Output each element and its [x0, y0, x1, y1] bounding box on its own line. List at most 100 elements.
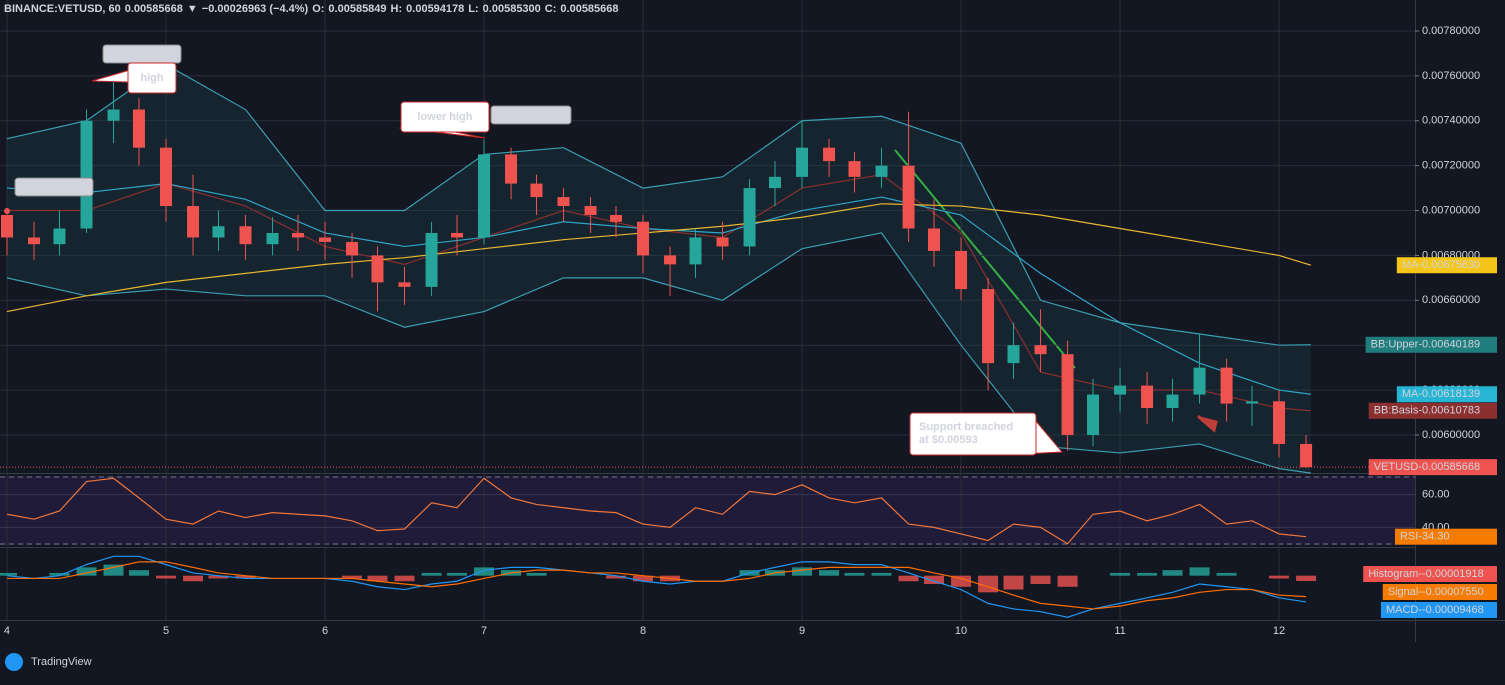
tag-value: 0.00610783: [1422, 405, 1480, 417]
logo-icon: [5, 653, 23, 671]
histogram-bar: [844, 572, 865, 576]
annotation-text: at $0.00593: [919, 434, 978, 446]
candle-body: [609, 215, 622, 222]
annotation-text: 0.00758137: [113, 48, 171, 60]
candle-body: [425, 232, 438, 287]
candle-body: [187, 206, 200, 238]
candle-body: [319, 237, 332, 242]
tag-bg: [1396, 257, 1497, 274]
candle-body: [53, 228, 66, 245]
bb-fill: [6, 64, 1311, 474]
histogram-bar: [367, 575, 388, 582]
tag-sep: -: [1418, 586, 1422, 598]
candle-body: [505, 154, 518, 184]
candle-body: [768, 176, 781, 189]
candle-body: [132, 109, 145, 148]
rsi-tick-label: 60.00: [1422, 489, 1450, 501]
price-tag: BB:Basis - 0.00610783: [1368, 402, 1497, 419]
candle-body: [637, 221, 650, 256]
candle-body: [689, 237, 702, 265]
candle-body: [371, 255, 384, 283]
candle-body: [796, 147, 809, 177]
candle-body: [902, 165, 915, 229]
y-tick-label: 0.00760000: [1422, 70, 1480, 82]
annotation-text: 0.00698804: [25, 181, 84, 193]
tag-value: 0.00675630: [1422, 259, 1480, 271]
header-text: ▼: [187, 3, 198, 15]
histogram-bar: [633, 575, 654, 582]
histogram-bar: [1057, 575, 1078, 587]
tag-sep: -: [1418, 461, 1422, 473]
overlay-line: [6, 173, 1311, 412]
price-tag: MACD - -0.00009468: [1380, 602, 1497, 618]
histogram-bar: [421, 572, 442, 576]
histogram-bar: [208, 575, 229, 579]
x-tick-label: 12: [1273, 625, 1285, 637]
candle-body: [1007, 345, 1020, 364]
x-tick-label: 4: [4, 625, 10, 637]
tag-bg: [1382, 584, 1497, 600]
price-tag: RSI - 34.30: [1394, 528, 1497, 545]
overlay-line: [6, 63, 1311, 346]
candle-body: [1087, 394, 1100, 435]
histogram-bar: [103, 564, 124, 576]
tag-value: 0.00618139: [1422, 388, 1480, 400]
candle-body: [1273, 401, 1286, 444]
tag-name: Histogram: [1368, 568, 1418, 580]
candle-body: [557, 197, 570, 207]
overlay-line: [6, 182, 1311, 395]
candle-body: [346, 241, 359, 256]
header-text: L:: [468, 3, 478, 15]
histogram-bar: [1110, 572, 1131, 576]
histogram-bar: [898, 575, 919, 582]
trend-line[interactable]: [894, 149, 1076, 369]
candle-body: [848, 161, 861, 177]
tag-sep: -: [1418, 339, 1422, 351]
tag-name: MA: [1402, 259, 1419, 271]
tag-bg: [1363, 566, 1497, 582]
annotation-box: [14, 177, 94, 197]
tag-name: BB:Upper: [1371, 339, 1419, 351]
header-text: 0.00585849: [328, 3, 386, 15]
y-tick-label: 0.00740000: [1422, 115, 1480, 127]
candle-body: [1246, 401, 1259, 404]
rsi-line: [6, 477, 1307, 545]
logo-text: TradingView: [31, 656, 92, 668]
tag-bg: [1394, 528, 1497, 545]
histogram-bar: [1216, 572, 1237, 576]
candle-body: [982, 289, 995, 364]
histogram-bar: [0, 572, 17, 576]
price-tag: VETUSD - 0.00585668: [1368, 459, 1497, 476]
arrow[interactable]: [1197, 414, 1218, 433]
tag-name: VETUSD: [1374, 461, 1419, 473]
histogram-bar: [951, 575, 972, 587]
histogram-bar: [76, 567, 97, 576]
annotation-box: [127, 62, 177, 94]
histogram-bar: [342, 575, 363, 579]
histogram-bar: [1269, 575, 1290, 579]
tag-sep: -: [1418, 568, 1422, 580]
histogram-bar: [1189, 567, 1210, 576]
tag-value: -0.00009468: [1422, 604, 1484, 616]
tag-sep: -: [1418, 604, 1422, 616]
histogram-bar: [49, 572, 70, 576]
y-tick-label: 0.00780000: [1422, 25, 1480, 37]
header-text: 0.00594178: [406, 3, 464, 15]
header-text: H:: [391, 3, 403, 15]
histogram-bar: [1137, 572, 1158, 576]
histogram-bar: [871, 572, 892, 576]
tag-value: 0.00585668: [1422, 461, 1480, 473]
histogram-bar: [924, 575, 945, 584]
price-tag: BB:Upper - 0.00640189: [1365, 336, 1497, 353]
overlay-line: [6, 232, 1311, 474]
histogram-bar: [128, 570, 149, 576]
histogram-bar: [1030, 575, 1051, 584]
overlay-line: [6, 203, 1312, 313]
tag-name: MACD: [1386, 604, 1418, 616]
candle-body: [266, 232, 279, 245]
header-text: 0.00585300: [483, 3, 541, 15]
candle-body: [28, 237, 41, 245]
tag-name: RSI: [1400, 531, 1418, 543]
